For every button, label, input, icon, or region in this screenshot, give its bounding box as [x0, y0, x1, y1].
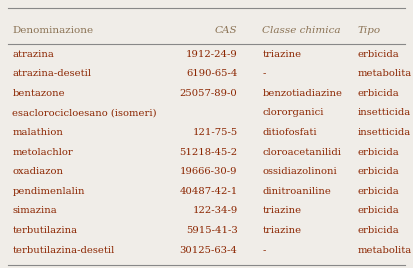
Text: 1912-24-9: 1912-24-9: [186, 50, 237, 58]
Text: Classe chimica: Classe chimica: [262, 26, 341, 35]
Text: insetticida: insetticida: [357, 108, 411, 117]
Text: bentazone: bentazone: [12, 89, 65, 98]
Text: Denominazione: Denominazione: [12, 26, 93, 35]
Text: 122-34-9: 122-34-9: [192, 206, 237, 215]
Text: simazina: simazina: [12, 206, 57, 215]
Text: metolachlor: metolachlor: [12, 148, 73, 157]
Text: 6190-65-4: 6190-65-4: [186, 69, 237, 78]
Text: erbicida: erbicida: [357, 206, 399, 215]
Text: ossidiazolinoni: ossidiazolinoni: [262, 167, 337, 176]
Text: CAS: CAS: [215, 26, 237, 35]
Text: erbicida: erbicida: [357, 167, 399, 176]
Text: erbicida: erbicida: [357, 50, 399, 58]
Text: 121-75-5: 121-75-5: [192, 128, 237, 137]
Text: triazine: triazine: [262, 50, 301, 58]
Text: atrazina-desetil: atrazina-desetil: [12, 69, 91, 78]
Text: erbicida: erbicida: [357, 187, 399, 196]
Text: metabolita: metabolita: [357, 246, 411, 255]
Text: terbutilazina-desetil: terbutilazina-desetil: [12, 246, 115, 255]
Text: malathion: malathion: [12, 128, 63, 137]
Text: erbicida: erbicida: [357, 148, 399, 157]
Text: metabolita: metabolita: [357, 69, 411, 78]
Text: terbutilazina: terbutilazina: [12, 226, 78, 235]
Text: 25057-89-0: 25057-89-0: [180, 89, 237, 98]
Text: insetticida: insetticida: [357, 128, 411, 137]
Text: esaclorocicloesano (isomeri): esaclorocicloesano (isomeri): [12, 108, 157, 117]
Text: erbicida: erbicida: [357, 89, 399, 98]
Text: -: -: [262, 69, 266, 78]
Text: oxadiazon: oxadiazon: [12, 167, 63, 176]
Text: clororganici: clororganici: [262, 108, 324, 117]
Text: -: -: [262, 246, 266, 255]
Text: atrazina: atrazina: [12, 50, 54, 58]
Text: 5915-41-3: 5915-41-3: [186, 226, 237, 235]
Text: 40487-42-1: 40487-42-1: [179, 187, 237, 196]
Text: benzotiadiazine: benzotiadiazine: [262, 89, 342, 98]
Text: cloroacetanilidi: cloroacetanilidi: [262, 148, 341, 157]
Text: 30125-63-4: 30125-63-4: [180, 246, 237, 255]
Text: pendimenlalin: pendimenlalin: [12, 187, 85, 196]
Text: triazine: triazine: [262, 226, 301, 235]
Text: 19666-30-9: 19666-30-9: [180, 167, 237, 176]
Text: erbicida: erbicida: [357, 226, 399, 235]
Text: 51218-45-2: 51218-45-2: [179, 148, 237, 157]
Text: dinitroaniline: dinitroaniline: [262, 187, 331, 196]
Text: ditiofosfati: ditiofosfati: [262, 128, 317, 137]
Text: Tipo: Tipo: [357, 26, 380, 35]
Text: triazine: triazine: [262, 206, 301, 215]
